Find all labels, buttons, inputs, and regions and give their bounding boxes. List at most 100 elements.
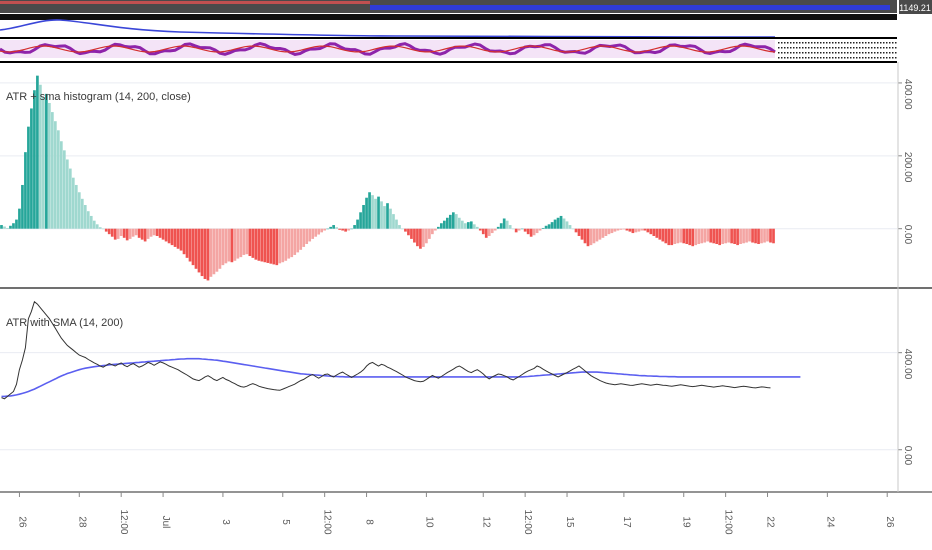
level-dot bbox=[829, 42, 831, 44]
histogram-bars bbox=[0, 75, 775, 281]
histogram-bar bbox=[769, 228, 772, 243]
level-dot bbox=[871, 57, 873, 59]
histogram-bar bbox=[74, 184, 78, 229]
level-dot bbox=[799, 52, 801, 54]
oscillator-signal bbox=[0, 45, 776, 53]
histogram-bar bbox=[428, 228, 431, 239]
histogram-bar bbox=[661, 228, 665, 242]
histogram-bar bbox=[21, 184, 24, 229]
level-dot bbox=[880, 57, 882, 59]
histogram-bar bbox=[748, 228, 751, 242]
x-tick-label: 24 bbox=[824, 516, 835, 528]
level-dot bbox=[796, 42, 798, 44]
level-dot bbox=[892, 47, 894, 49]
histogram-bar bbox=[296, 228, 300, 253]
histogram-bar bbox=[386, 203, 389, 229]
level-dot bbox=[790, 52, 792, 54]
level-dot bbox=[832, 42, 834, 44]
level-dot bbox=[838, 52, 840, 54]
level-dot bbox=[784, 47, 786, 49]
level-dot bbox=[829, 57, 831, 59]
histogram-bar bbox=[580, 228, 584, 240]
histogram-panel: ATR + sma histogram (14, 200, close) 0.0… bbox=[0, 75, 913, 281]
volume-strip bbox=[0, 14, 897, 20]
level-dot bbox=[859, 42, 861, 44]
x-tick-label: Jul bbox=[160, 516, 171, 529]
histogram-bar bbox=[410, 228, 413, 239]
histogram-bar bbox=[652, 228, 656, 236]
level-dot bbox=[805, 57, 807, 59]
level-dot bbox=[817, 47, 819, 49]
histogram-bar bbox=[532, 228, 536, 236]
level-dot bbox=[877, 42, 879, 44]
oscillator-line bbox=[0, 42, 776, 56]
histogram-bar bbox=[496, 226, 500, 229]
histogram-bar bbox=[164, 228, 168, 242]
level-dot bbox=[793, 47, 795, 49]
x-tick-label: 10 bbox=[423, 516, 434, 528]
level-dot bbox=[784, 57, 786, 59]
time-axis[interactable]: 26 28 12:00 Jul 3 5 12:00 8 10 12 12:00 15 17 19 12:00… bbox=[16, 492, 895, 535]
histogram-bar bbox=[389, 208, 392, 229]
level-dot bbox=[793, 42, 795, 44]
level-dot bbox=[883, 57, 885, 59]
histogram-bar bbox=[574, 228, 578, 233]
level-dot bbox=[841, 57, 843, 59]
histogram-bar bbox=[263, 228, 267, 263]
histogram-bar bbox=[434, 228, 437, 231]
histogram-bar bbox=[218, 228, 222, 269]
level-dot bbox=[781, 42, 783, 44]
level-dot bbox=[826, 47, 828, 49]
histogram-bar bbox=[601, 228, 605, 238]
level-dot bbox=[850, 42, 852, 44]
x-tick-label: 22 bbox=[765, 516, 776, 528]
histogram-bar bbox=[6, 227, 9, 229]
level-dot bbox=[778, 42, 780, 44]
level-dot bbox=[838, 47, 840, 49]
histogram-bar bbox=[721, 228, 724, 244]
y-tick-label: 400.00 bbox=[902, 79, 913, 110]
histogram-bar bbox=[221, 228, 225, 266]
histogram-bar bbox=[715, 228, 718, 244]
histogram-bar bbox=[676, 228, 680, 244]
histogram-bar bbox=[323, 228, 327, 231]
histogram-bar bbox=[625, 228, 629, 231]
level-dot bbox=[868, 42, 870, 44]
histogram-bar bbox=[329, 226, 332, 229]
histogram-bar bbox=[466, 222, 470, 229]
histogram-bar bbox=[194, 228, 198, 269]
histogram-bar bbox=[176, 228, 180, 249]
level-dot bbox=[826, 52, 828, 54]
histogram-bar bbox=[398, 225, 401, 229]
histogram-bar bbox=[293, 228, 297, 255]
level-dot bbox=[814, 52, 816, 54]
histogram-bar bbox=[541, 227, 545, 229]
price-badge: 1149.21 bbox=[899, 3, 931, 13]
histogram-bar bbox=[314, 228, 318, 237]
histogram-bar bbox=[622, 228, 626, 230]
histogram-bar bbox=[350, 228, 353, 230]
histogram-bar bbox=[751, 228, 754, 243]
level-dot bbox=[874, 47, 876, 49]
histogram-bar bbox=[706, 228, 710, 242]
histogram-bar bbox=[443, 220, 446, 229]
histogram-bar bbox=[359, 212, 362, 229]
y-tick-label: 0.00 bbox=[902, 446, 913, 466]
histogram-bar bbox=[39, 84, 42, 229]
price-strip-blue bbox=[370, 5, 890, 10]
histogram-bar bbox=[45, 93, 48, 229]
histogram-bar bbox=[380, 201, 383, 229]
histogram-bar bbox=[326, 228, 330, 230]
level-dot bbox=[868, 47, 870, 49]
histogram-bar bbox=[185, 228, 189, 258]
level-dot bbox=[892, 57, 894, 59]
histogram-bar bbox=[27, 126, 30, 229]
histogram-bar bbox=[475, 226, 479, 229]
level-dot bbox=[820, 47, 822, 49]
level-dot bbox=[811, 52, 813, 54]
histogram-bar bbox=[206, 228, 210, 281]
level-dot bbox=[886, 57, 888, 59]
level-dot bbox=[832, 57, 834, 59]
histogram-bar bbox=[275, 228, 279, 266]
